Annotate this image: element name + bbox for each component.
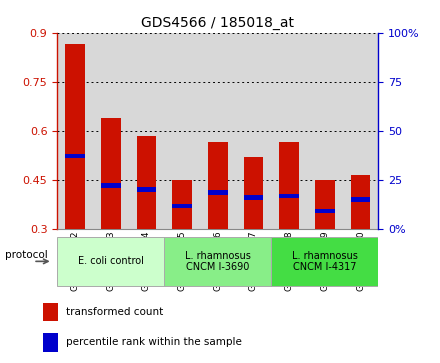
Bar: [244, 195, 263, 200]
Bar: [57, 33, 93, 229]
Bar: [128, 33, 164, 229]
Bar: [271, 33, 307, 229]
Bar: [315, 209, 335, 213]
Text: L. rhamnosus
CNCM I-4317: L. rhamnosus CNCM I-4317: [292, 250, 358, 272]
Bar: [351, 175, 370, 229]
Bar: [164, 33, 200, 229]
Bar: [244, 157, 263, 229]
Text: percentile rank within the sample: percentile rank within the sample: [66, 337, 242, 347]
Bar: [208, 142, 227, 229]
Bar: [57, 237, 164, 286]
Bar: [271, 237, 378, 286]
Bar: [172, 180, 192, 229]
Text: E. coli control: E. coli control: [78, 256, 144, 266]
Bar: [101, 183, 121, 188]
Bar: [200, 33, 236, 229]
Bar: [236, 33, 271, 229]
Bar: [93, 33, 128, 229]
Bar: [279, 142, 299, 229]
Bar: [65, 44, 85, 229]
Bar: [136, 136, 156, 229]
Bar: [65, 154, 85, 158]
Bar: [351, 197, 370, 202]
Bar: [307, 33, 343, 229]
Bar: [136, 187, 156, 192]
Bar: [43, 333, 59, 351]
Bar: [343, 33, 378, 229]
Bar: [101, 118, 121, 229]
Title: GDS4566 / 185018_at: GDS4566 / 185018_at: [141, 16, 294, 30]
Bar: [208, 191, 227, 195]
Bar: [164, 237, 271, 286]
Text: L. rhamnosus
CNCM I-3690: L. rhamnosus CNCM I-3690: [185, 250, 251, 272]
Bar: [315, 180, 335, 229]
Text: transformed count: transformed count: [66, 307, 163, 317]
Bar: [43, 303, 59, 322]
Bar: [279, 194, 299, 198]
Text: protocol: protocol: [4, 250, 48, 260]
Bar: [172, 204, 192, 208]
